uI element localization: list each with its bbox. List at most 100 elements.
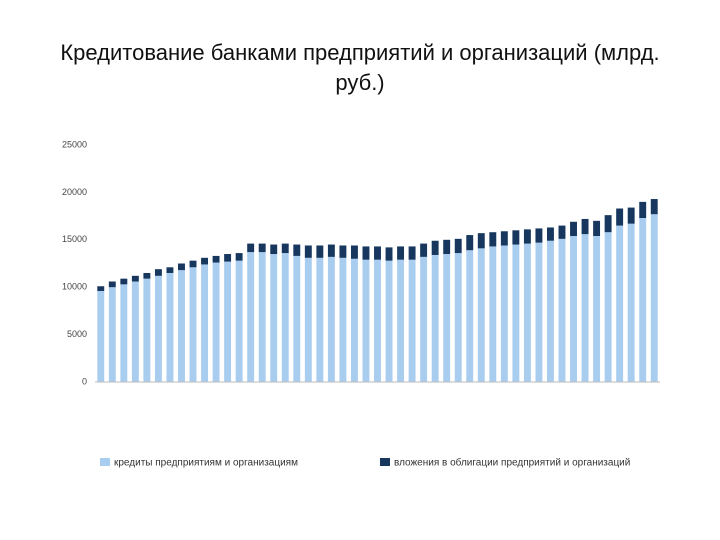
bar-segment: [454, 238, 462, 254]
bar-segment: [627, 223, 635, 382]
bar-segment: [316, 245, 324, 258]
legend: кредиты предприятиям и организациям вложе…: [100, 457, 630, 469]
bar-segment: [512, 244, 520, 382]
bar-segment: [362, 259, 370, 382]
y-tick-label: 10000: [62, 282, 87, 292]
bar-segment: [212, 255, 220, 263]
bar-segment: [500, 245, 508, 382]
chart-title: Кредитование банками предприятий и орган…: [60, 40, 660, 95]
bar-segment: [408, 259, 416, 382]
bar-segment: [258, 252, 266, 382]
bar-segment: [339, 245, 347, 258]
bar-segment: [535, 242, 543, 382]
bar-segment: [420, 243, 428, 257]
y-tick-label: 5000: [67, 329, 87, 339]
bar-segment: [362, 246, 370, 260]
bar-segment: [281, 243, 289, 254]
bar-segment: [235, 253, 243, 261]
bar-segment: [466, 235, 474, 251]
bar-segment: [616, 208, 624, 226]
bar-segment: [616, 225, 624, 382]
bar-segment: [593, 236, 601, 382]
bar-segment: [523, 243, 531, 382]
bar-segment: [420, 256, 428, 382]
bar-segment: [374, 259, 381, 382]
bar-segment: [350, 258, 358, 382]
bar-segment: [143, 272, 151, 279]
bar-segment: [293, 244, 301, 256]
bar-segment: [558, 225, 566, 239]
bar-segment: [350, 245, 358, 259]
bar-segment: [224, 261, 232, 382]
bar-segment: [201, 257, 208, 265]
bar-segment: [477, 248, 485, 382]
bar-segment: [558, 238, 566, 382]
bar-segment: [131, 275, 139, 282]
bar-segment: [166, 272, 174, 382]
bar-segment: [570, 236, 577, 382]
bar-segment: [385, 247, 393, 261]
bar-segment: [650, 199, 658, 215]
bar-segment: [639, 201, 647, 218]
bar-segment: [304, 245, 312, 258]
bar-segment: [547, 227, 554, 241]
bar-segment: [397, 246, 405, 260]
bar-segment: [120, 284, 128, 382]
bar-segment: [512, 230, 520, 245]
bar-segment: [604, 232, 612, 382]
bar-segment: [120, 278, 128, 285]
bar-segment: [304, 257, 312, 382]
bar-segment: [639, 217, 647, 382]
bar-segment: [189, 260, 197, 268]
bar-segment: [443, 239, 451, 255]
y-tick-label: 0: [82, 376, 87, 386]
bar-segment: [327, 244, 335, 257]
bar-segment: [131, 281, 139, 382]
bar-segment: [431, 240, 439, 255]
bar-segment: [247, 243, 255, 253]
bar-segment: [281, 253, 289, 382]
bar-segment: [154, 275, 162, 382]
bar-segment: [408, 246, 416, 260]
bar-segment: [385, 260, 393, 382]
bar-segment: [431, 254, 439, 382]
bar-segment: [293, 255, 301, 382]
legend-swatch: [380, 458, 390, 466]
bar-segment: [489, 246, 497, 382]
bar-segment: [570, 221, 577, 237]
bar-segment: [523, 229, 531, 244]
bar-segment: [650, 214, 658, 382]
bar-segment: [224, 254, 232, 262]
bar-segment: [258, 243, 266, 253]
bar-segment: [593, 220, 601, 237]
bar-segment: [108, 287, 116, 382]
bar-segment: [581, 218, 589, 235]
bar-segment: [535, 228, 543, 243]
bar-segment: [581, 234, 589, 382]
bar-segment: [235, 260, 243, 382]
bar-segment: [201, 264, 208, 382]
legend-swatch: [100, 458, 110, 466]
y-tick-label: 25000: [62, 139, 87, 149]
bar-segment: [166, 267, 174, 273]
bar-segment: [270, 254, 278, 382]
bar-segment: [374, 246, 381, 260]
bar-segment: [270, 244, 278, 255]
bar-segment: [316, 257, 324, 382]
bar-segment: [500, 231, 508, 246]
bar-segment: [178, 270, 185, 382]
bar-segment: [327, 256, 335, 382]
bar-segment: [247, 252, 255, 382]
bar-segment: [189, 267, 197, 382]
bar-segment: [143, 278, 151, 382]
y-tick-label: 20000: [62, 187, 87, 197]
bar-segment: [627, 207, 635, 224]
bar-segment: [339, 257, 347, 382]
bar-segment: [97, 290, 105, 382]
bar-segment: [477, 233, 485, 249]
y-tick-label: 15000: [62, 234, 87, 244]
bar-segment: [108, 281, 116, 288]
bar-segment: [212, 262, 220, 382]
bar-segment: [454, 253, 462, 382]
